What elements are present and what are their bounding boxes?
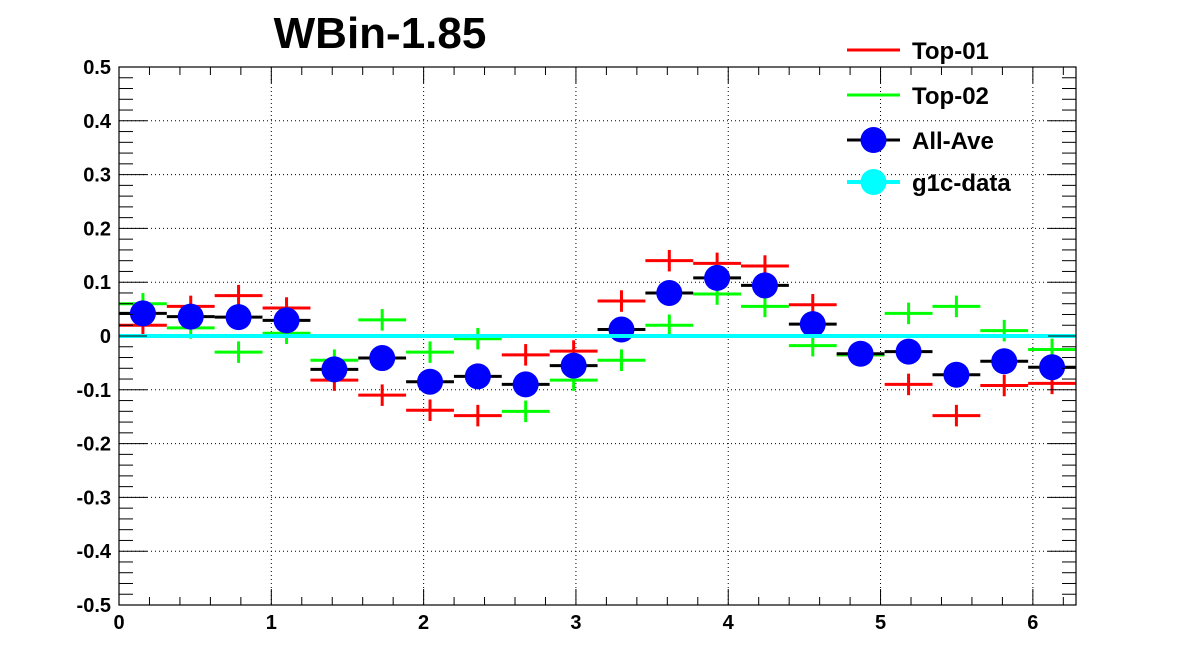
point-marker — [321, 356, 348, 383]
y-tick-label: 0.1 — [83, 272, 111, 294]
point-marker — [417, 368, 444, 395]
point-marker — [512, 371, 539, 398]
y-tick-label: -0.4 — [77, 541, 112, 563]
point-marker — [943, 361, 970, 388]
point-marker — [847, 340, 874, 367]
y-tick-label: -0.5 — [77, 595, 111, 617]
y-tick-label: 0 — [100, 326, 111, 348]
x-tick-label: 6 — [1027, 612, 1038, 634]
y-tick-label: 0.2 — [83, 218, 111, 240]
legend-item-top-01: Top-01 — [847, 38, 989, 65]
y-tick-label: 0.3 — [83, 165, 111, 187]
legend: Top-01 Top-02 All-Ave g1c-data — [847, 38, 1011, 197]
series-layer — [119, 249, 1076, 427]
point-marker — [177, 303, 204, 330]
y-tick-label: 0.5 — [83, 57, 111, 79]
x-tick-label: 5 — [875, 612, 886, 634]
axes: 0 1 2 3 4 5 6 0.5 0.4 0.3 0.2 0.1 0 -0.1 -0.2 -0.3 -0.4 -… — [77, 57, 1076, 634]
point-marker — [560, 352, 587, 379]
x-tick-label: 1 — [266, 612, 277, 634]
point-marker — [656, 279, 683, 306]
legend-label: All-Ave — [912, 128, 994, 155]
legend-label: Top-02 — [912, 83, 989, 110]
point-marker — [129, 300, 156, 327]
point-marker — [991, 348, 1018, 375]
legend-item-g1c-data: g1c-data — [847, 169, 1011, 197]
point-marker — [751, 272, 778, 299]
point-marker — [704, 264, 731, 291]
series-all-ave — [119, 264, 1076, 398]
legend-item-all-ave: All-Ave — [847, 127, 994, 155]
series-top-01 — [119, 249, 1076, 427]
point-marker — [273, 307, 300, 334]
legend-label: g1c-data — [912, 170, 1011, 197]
point-marker — [1039, 354, 1066, 381]
x-tick-label: 2 — [418, 612, 429, 634]
legend-label: Top-01 — [912, 38, 989, 65]
x-tick-label: 4 — [723, 612, 735, 634]
x-tick-label: 3 — [570, 612, 581, 634]
legend-marker — [860, 169, 887, 195]
y-tick-label: -0.3 — [77, 487, 111, 509]
chart-title: WBin-1.85 — [274, 9, 487, 58]
legend-marker — [860, 127, 887, 153]
y-tick-label: -0.1 — [77, 380, 111, 402]
x-tick-label: 0 — [113, 612, 124, 634]
legend-item-top-02: Top-02 — [847, 83, 989, 110]
point-marker — [369, 345, 396, 372]
point-marker — [225, 304, 252, 331]
point-marker — [608, 316, 635, 343]
point-marker — [895, 338, 922, 365]
y-tick-label: 0.4 — [83, 111, 112, 133]
point-marker — [464, 363, 491, 390]
y-tick-label: -0.2 — [77, 434, 111, 456]
point-marker — [799, 311, 826, 338]
